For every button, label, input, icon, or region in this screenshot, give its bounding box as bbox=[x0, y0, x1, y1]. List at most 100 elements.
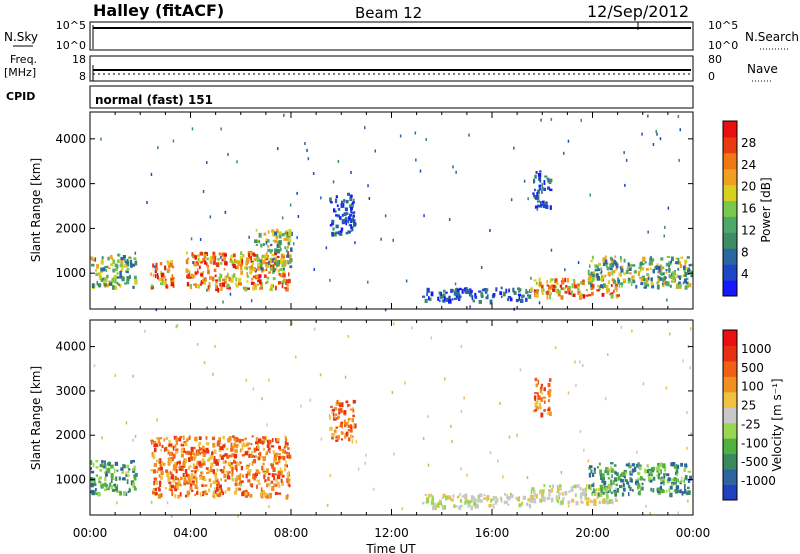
echo-cell bbox=[239, 483, 242, 487]
echo-cell bbox=[259, 279, 262, 285]
echo-cell bbox=[184, 469, 188, 474]
echo-cell bbox=[288, 452, 290, 455]
echo-cell bbox=[535, 383, 538, 388]
echo-cell bbox=[635, 480, 639, 484]
echo-cell bbox=[279, 448, 282, 452]
echo-cell bbox=[349, 424, 353, 428]
echo-cell bbox=[357, 467, 360, 471]
echo-cell bbox=[340, 407, 343, 412]
y-tick-label: 1000 bbox=[55, 473, 86, 487]
echo-cell bbox=[172, 478, 176, 483]
echo-cell bbox=[332, 227, 335, 231]
echo-cell bbox=[347, 404, 351, 407]
echo-cell bbox=[601, 277, 603, 283]
echo-cell bbox=[641, 482, 644, 486]
echo-cell bbox=[517, 497, 520, 501]
echo-cell bbox=[616, 294, 620, 297]
echo-cell bbox=[345, 422, 349, 426]
echo-cell bbox=[248, 235, 250, 239]
echo-cell bbox=[601, 480, 604, 483]
echo-cell bbox=[602, 491, 605, 495]
echo-cell bbox=[335, 231, 339, 235]
echo-cell bbox=[477, 499, 479, 503]
echo-cell bbox=[118, 476, 121, 481]
echo-cell bbox=[199, 452, 201, 456]
echo-cell bbox=[125, 269, 128, 273]
echo-cell bbox=[684, 489, 687, 494]
echo-cell bbox=[127, 258, 130, 262]
echo-cell bbox=[197, 262, 199, 266]
echo-cell bbox=[256, 479, 260, 482]
echo-cell bbox=[580, 281, 583, 285]
echo-cell bbox=[281, 474, 285, 478]
echo-cell bbox=[674, 488, 678, 494]
echo-cell bbox=[190, 478, 194, 483]
echo-cell bbox=[115, 268, 118, 271]
echo-cell bbox=[483, 288, 488, 291]
y-tick-label: 3000 bbox=[55, 384, 86, 398]
echo-cell bbox=[250, 455, 253, 458]
echo-cell bbox=[624, 471, 628, 475]
echo-cell bbox=[655, 265, 658, 271]
echo-cell bbox=[573, 284, 577, 289]
echo-cell bbox=[212, 442, 216, 448]
echo-cell bbox=[120, 269, 123, 272]
echo-cell bbox=[244, 266, 248, 270]
echo-cell bbox=[285, 287, 289, 292]
echo-cell bbox=[202, 190, 205, 193]
echo-cell bbox=[593, 467, 596, 472]
echo-cell bbox=[206, 161, 208, 164]
echo-cell bbox=[261, 257, 263, 262]
echo-cell bbox=[313, 327, 316, 331]
echo-cell bbox=[157, 438, 160, 444]
echo-cell bbox=[153, 442, 157, 448]
nsky-tick-top: 10^5 bbox=[56, 19, 86, 32]
echo-cell bbox=[538, 402, 542, 408]
velocity-colorbar-tick: -500 bbox=[741, 455, 768, 469]
echo-cell bbox=[193, 274, 196, 278]
echo-cell bbox=[458, 505, 462, 510]
echo-cell bbox=[549, 178, 553, 183]
echo-cell bbox=[212, 490, 215, 496]
echo-cell bbox=[532, 409, 536, 413]
echo-cell bbox=[270, 243, 273, 247]
echo-cell bbox=[296, 191, 298, 195]
echo-cell bbox=[690, 432, 692, 436]
echo-cell bbox=[464, 493, 468, 498]
echo-cell bbox=[547, 382, 551, 388]
echo-cell bbox=[494, 500, 498, 503]
time-axis: 00:00 04:00 08:00 12:00 16:00 20:00 00:00 bbox=[73, 526, 711, 540]
echo-cell bbox=[92, 490, 94, 495]
echo-cell bbox=[270, 257, 272, 262]
echo-cell bbox=[548, 406, 551, 409]
echo-cell bbox=[237, 475, 241, 480]
echo-cell bbox=[283, 262, 287, 267]
echo-cell bbox=[196, 449, 199, 453]
echo-cell bbox=[100, 137, 102, 141]
power-colorbar-tick: 8 bbox=[741, 245, 749, 259]
echo-cell bbox=[204, 484, 208, 487]
echo-cell bbox=[348, 417, 351, 421]
echo-cell bbox=[258, 453, 261, 456]
echo-cell bbox=[652, 269, 655, 274]
echo-cell bbox=[125, 271, 129, 274]
echo-cell bbox=[425, 500, 430, 504]
echo-cell bbox=[576, 484, 580, 488]
echo-cell bbox=[229, 462, 233, 465]
echo-cell bbox=[494, 496, 497, 500]
echo-cell bbox=[190, 237, 193, 241]
echo-cell bbox=[607, 477, 611, 480]
echo-cell bbox=[347, 216, 351, 219]
echo-cell bbox=[560, 295, 564, 300]
echo-cell bbox=[171, 282, 174, 286]
echo-cell bbox=[571, 294, 574, 297]
echo-cell bbox=[603, 283, 606, 288]
echo-cell bbox=[451, 440, 453, 443]
echo-cell bbox=[564, 491, 568, 496]
echo-cell bbox=[596, 289, 600, 292]
echo-cell bbox=[130, 259, 132, 265]
echo-cell bbox=[157, 493, 161, 499]
nsky-tick-bottom: 10^0 bbox=[56, 39, 86, 52]
echo-cell bbox=[260, 441, 262, 444]
echo-cell bbox=[599, 469, 602, 474]
